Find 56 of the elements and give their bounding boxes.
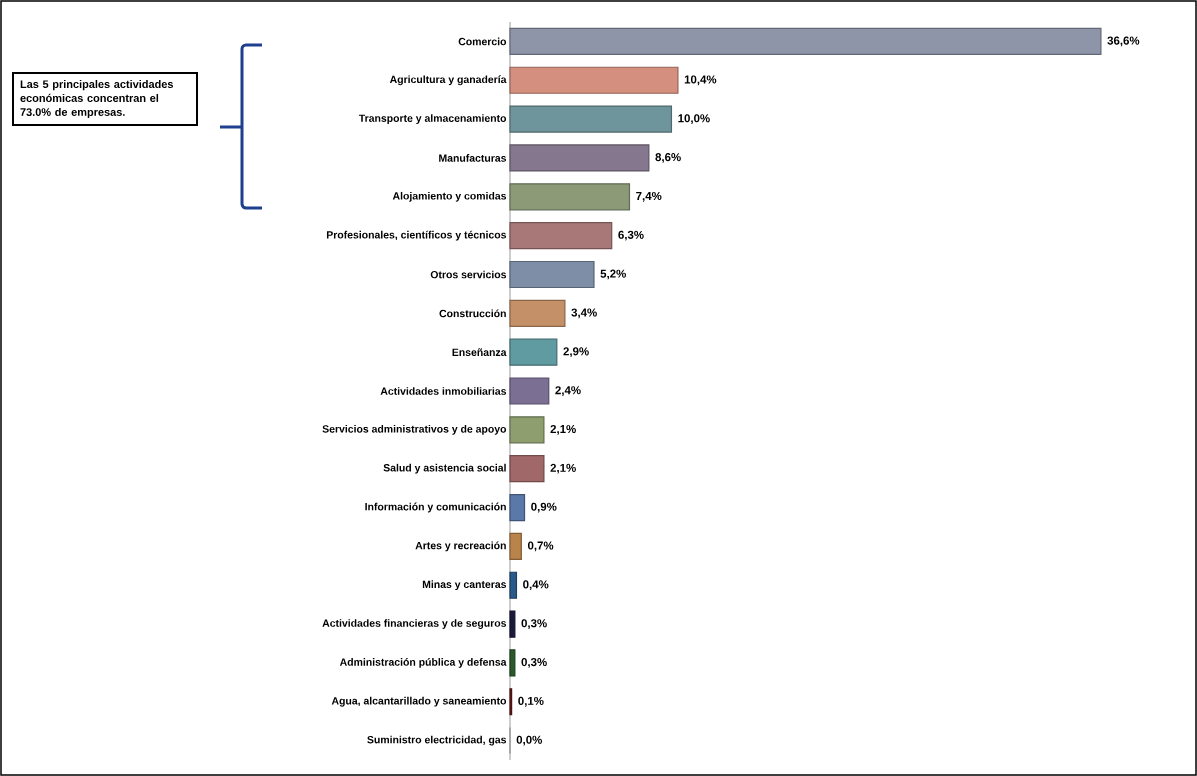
bar bbox=[509, 571, 518, 599]
bar bbox=[509, 416, 545, 444]
bar bbox=[509, 66, 679, 94]
bar bbox=[509, 260, 595, 289]
data-label: 10,0% bbox=[678, 114, 710, 124]
bar bbox=[509, 338, 558, 366]
y-tick-label: Artes y recreación bbox=[415, 541, 506, 552]
y-tick-label: Comercio bbox=[458, 37, 507, 46]
bar bbox=[509, 144, 650, 172]
data-label: 10,4% bbox=[684, 75, 717, 86]
y-tick-label: Agua, alcantarillado y saneamiento bbox=[331, 696, 507, 707]
data-label: 2,1% bbox=[550, 463, 576, 474]
data-label: 0,4% bbox=[523, 580, 549, 591]
y-tick-label: Profesionales, científicos y técnicos bbox=[326, 230, 507, 241]
bar bbox=[509, 222, 613, 250]
bar bbox=[509, 493, 526, 522]
y-tick-label: Enseñanza bbox=[452, 348, 507, 356]
bar bbox=[509, 27, 1102, 56]
y-tick-label: Salud y asistencia social bbox=[383, 463, 506, 474]
data-label: 6,3% bbox=[618, 230, 644, 241]
bar bbox=[509, 532, 522, 560]
data-label: 2,4% bbox=[555, 386, 581, 396]
bar bbox=[509, 377, 550, 405]
text: Las 5 principales actividades económicas concentran el 73.0% de empresas. bbox=[20, 80, 174, 119]
y-tick-label: Agricultura y ganadería bbox=[389, 75, 507, 86]
bar bbox=[509, 183, 631, 211]
bar bbox=[509, 610, 516, 638]
y-tick-label: Manufacturas bbox=[439, 154, 507, 162]
y-tick-label: Administración pública y defensa bbox=[339, 657, 507, 668]
y-tick-label: Actividades financieras y de seguros bbox=[322, 619, 507, 629]
y-tick-label: Actividades inmobiliarias bbox=[380, 387, 507, 395]
bar bbox=[509, 455, 545, 483]
data-label: 2,9% bbox=[563, 347, 589, 358]
bar bbox=[509, 105, 673, 133]
y-tick-label: Transporte y almacenamiento bbox=[358, 114, 507, 124]
bar bbox=[509, 299, 566, 327]
data-label: 8,6% bbox=[655, 153, 681, 163]
data-label: 0,0% bbox=[516, 735, 542, 746]
y-tick-label: Otros servicios bbox=[430, 270, 507, 279]
y-tick-label: Suministro electricidad, gas bbox=[367, 735, 507, 746]
data-label: 0,7% bbox=[527, 541, 554, 552]
data-label: 5,2% bbox=[600, 269, 626, 280]
data-label: 0,3% bbox=[521, 619, 547, 629]
data-label: 36,6% bbox=[1107, 36, 1140, 47]
y-tick-label: Construcción bbox=[439, 309, 506, 318]
data-label: 7,4% bbox=[636, 191, 662, 202]
data-label: 0,9% bbox=[531, 502, 557, 513]
data-label: 0,3% bbox=[521, 658, 547, 668]
y-tick-label: Alojamiento y comidas bbox=[392, 191, 507, 202]
y-tick-label: Servicios administrativos y de apoyo bbox=[322, 424, 507, 435]
data-label: 3,4% bbox=[571, 308, 597, 319]
data-label: 0,1% bbox=[518, 696, 544, 707]
data-label: 2,1% bbox=[550, 424, 576, 435]
bar bbox=[509, 649, 516, 677]
y-tick-label: Minas y canteras bbox=[422, 580, 507, 591]
y-tick-label: Información y comunicación bbox=[365, 502, 506, 513]
